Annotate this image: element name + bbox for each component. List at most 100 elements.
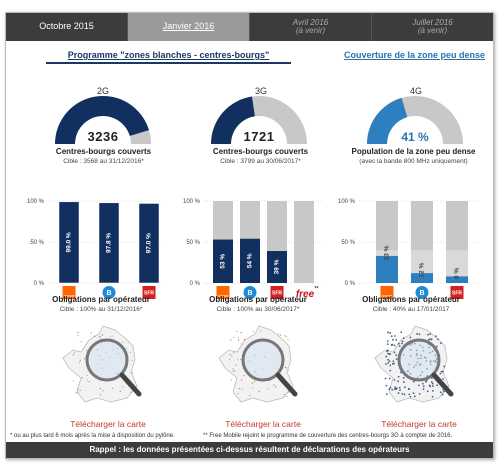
map-site-dot — [101, 334, 103, 336]
axis-tick-label: 100 % — [183, 199, 201, 205]
map-site-dot — [389, 369, 392, 372]
map-site-dot — [386, 340, 389, 342]
map-site-dot — [385, 384, 388, 387]
map-site-dot — [432, 385, 434, 387]
map-site-dot — [131, 359, 133, 362]
magnifier-lens-icon — [397, 338, 441, 382]
map-site-dot — [275, 386, 277, 388]
map-site-dot — [79, 389, 81, 391]
map-site-dot — [232, 367, 234, 370]
period-tabs: Octobre 2015 Janvier 2016 Avril 2016 (à v… — [6, 13, 493, 41]
bouygues-logo-text: B — [106, 290, 111, 297]
map-site-dot — [412, 392, 415, 395]
tab-juillet-2016[interactable]: Juillet 2016 (à venir) — [371, 13, 493, 41]
map-site-dot — [387, 352, 389, 355]
map-site-dot — [422, 388, 425, 391]
map-site-dot — [283, 394, 285, 396]
download-map-3g-link[interactable]: Télécharger la carte — [225, 419, 301, 429]
map-site-dot — [111, 335, 114, 337]
download-map-4g-link[interactable]: Télécharger la carte — [381, 419, 457, 429]
tab-avril-2016[interactable]: Avril 2016 (à venir) — [249, 13, 371, 41]
map-site-dot — [413, 380, 415, 383]
map-site-dot — [388, 377, 391, 380]
obligations-sub-3g: Cible : 100% au 30/06/2017* — [216, 306, 300, 313]
map-site-dot — [241, 388, 243, 391]
map-site-dot — [402, 337, 405, 340]
map-site-dot — [119, 390, 121, 392]
map-site-dot — [416, 333, 418, 335]
map-site-dot — [75, 392, 77, 394]
map-site-dot — [391, 338, 394, 341]
bar-value-label: 39 % — [274, 259, 281, 274]
program-section: Programme "zones blanches - centres-bour… — [6, 41, 331, 441]
map-site-dot — [229, 353, 231, 356]
gauges-drawing — [55, 95, 463, 144]
map-site-dot — [285, 367, 287, 369]
bottom-note: Rappel : les données présentées ci-dessu… — [6, 442, 493, 458]
map-site-dot — [442, 378, 445, 380]
map-site-dot — [122, 341, 124, 343]
map-site-dot — [86, 374, 88, 376]
map-site-dot — [238, 339, 240, 341]
map-site-dot — [385, 393, 388, 395]
map-site-dot — [401, 342, 403, 345]
bouygues-logo-icon — [415, 286, 429, 299]
bouygues-logo-text: B — [247, 290, 252, 297]
gauge-caption-3g: Centres-bourgs couverts — [212, 147, 309, 156]
map-site-dot — [443, 365, 446, 368]
bar-value-label: 12 % — [419, 263, 426, 278]
map-site-dot — [251, 382, 254, 384]
map-site-dot — [253, 330, 255, 333]
map-site-dot — [409, 336, 412, 339]
map-site-dot — [109, 336, 112, 338]
map-site-dot — [99, 394, 102, 396]
map-site-dot — [385, 363, 387, 365]
map-site-dot — [395, 387, 398, 390]
map-site-dot — [277, 333, 280, 335]
map-site-dot — [397, 342, 400, 345]
map-site-dot — [395, 339, 398, 341]
bar-bouygues — [240, 238, 260, 283]
map-site-dot — [387, 358, 390, 361]
gauge-fill-2g — [55, 95, 149, 144]
tab-janvier-2016[interactable]: Janvier 2016 — [127, 13, 249, 41]
map-site-dot — [393, 351, 396, 354]
map-site-dot — [284, 335, 286, 337]
bar-value-label: 97.0 % — [146, 233, 153, 253]
map-site-dot — [122, 386, 124, 388]
tab-octobre-2015[interactable]: Octobre 2015 — [39, 21, 94, 32]
map-site-dot — [431, 377, 433, 380]
map-site-dot — [397, 380, 400, 383]
map-site-dot — [72, 354, 75, 356]
map-site-dot — [279, 334, 281, 336]
map-site-dot — [401, 392, 404, 395]
map-site-dot — [418, 384, 420, 387]
map-site-dot — [86, 349, 88, 352]
map-site-dot — [399, 389, 401, 392]
map-site-dot — [286, 395, 288, 398]
gauge-value-3g: 1721 — [243, 129, 275, 144]
map-site-dot — [86, 379, 88, 381]
footnote-2: ** Free Mobile rejoint le programme de c… — [203, 433, 453, 439]
orange-logo-icon — [380, 286, 394, 299]
bar-value-label: 97.8 % — [106, 233, 113, 253]
map-site-dot — [431, 382, 434, 385]
map-site-dot — [249, 394, 251, 396]
map-site-dot — [99, 387, 101, 390]
map-site-dot — [397, 392, 400, 394]
map-site-dot — [389, 332, 391, 334]
map-site-dot — [408, 393, 411, 396]
download-map-2g-link[interactable]: Télécharger la carte — [70, 419, 146, 429]
map-site-dot — [228, 358, 231, 360]
map-site-dot — [233, 351, 235, 353]
bar-bouygues — [98, 202, 120, 284]
dashboard-frame: Octobre 2015 Janvier 2016 Avril 2016 (à v… — [5, 12, 494, 459]
orange-logo-text: orange — [382, 294, 393, 298]
sfr-logo-icon — [142, 286, 156, 299]
map-site-dot — [429, 338, 432, 341]
map-site-dot — [398, 345, 401, 347]
map-site-dot — [389, 386, 392, 389]
sfr-logo-text: SFR — [272, 291, 282, 297]
map-site-dot — [240, 332, 242, 334]
obligations-caption-3g: Obligations par opérateur — [209, 295, 307, 304]
